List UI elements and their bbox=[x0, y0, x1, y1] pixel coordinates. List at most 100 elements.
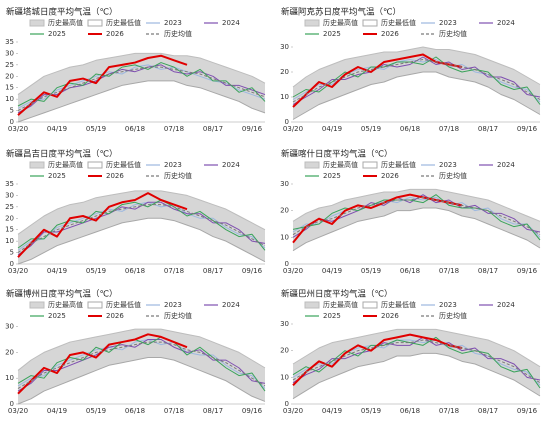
x-tick-label: 05/19 bbox=[361, 407, 381, 415]
series-line bbox=[17, 201, 266, 256]
y-tick-label: 5 bbox=[10, 249, 14, 257]
chart-title: 新疆博州日度平均气温（℃） bbox=[6, 289, 118, 300]
x-tick-label: 08/17 bbox=[203, 125, 223, 133]
y-tick-label: 30 bbox=[280, 320, 289, 328]
x-tick-label: 05/19 bbox=[361, 267, 381, 275]
x-tick-label: 08/17 bbox=[478, 407, 498, 415]
legend-label: 历史最高值 bbox=[323, 160, 358, 169]
legend-swatch bbox=[362, 19, 378, 27]
legend-swatch bbox=[362, 161, 378, 169]
legend-label: 2026 bbox=[106, 172, 124, 180]
legend-swatch bbox=[304, 19, 320, 27]
y-tick-label: 25 bbox=[5, 203, 14, 211]
x-tick-label: 08/17 bbox=[203, 407, 223, 415]
x-tick-label: 06/18 bbox=[400, 267, 420, 275]
series-line bbox=[17, 328, 266, 371]
y-tick-label: 20 bbox=[280, 347, 289, 355]
series-line bbox=[17, 192, 188, 258]
legend-label: 历史最低值 bbox=[381, 300, 416, 309]
legend-label: 历史最低值 bbox=[106, 160, 141, 169]
y-tick-label: 10 bbox=[5, 95, 14, 103]
legend-swatch bbox=[29, 19, 45, 27]
series-line bbox=[17, 190, 266, 235]
legend-swatch bbox=[29, 161, 45, 169]
x-tick-label: 04/19 bbox=[47, 407, 67, 415]
legend-swatch bbox=[304, 301, 320, 309]
legend-label: 历史最高值 bbox=[48, 160, 83, 169]
series-line bbox=[292, 333, 463, 387]
x-tick-label: 04/19 bbox=[322, 125, 342, 133]
x-tick-label: 03/20 bbox=[8, 407, 28, 415]
series-line bbox=[292, 328, 541, 368]
legend-label: 2023 bbox=[439, 161, 457, 169]
y-tick-label: 20 bbox=[5, 72, 14, 80]
legend-label: 2026 bbox=[381, 30, 399, 38]
x-tick-label: 05/19 bbox=[361, 125, 381, 133]
legend-swatch bbox=[87, 19, 103, 27]
band-fill bbox=[293, 47, 540, 120]
legend-label: 历史均值 bbox=[164, 29, 192, 38]
y-tick-label: 20 bbox=[280, 68, 289, 76]
y-tick-label: 15 bbox=[5, 226, 14, 234]
legend-swatch bbox=[87, 301, 103, 309]
x-tick-label: 08/17 bbox=[203, 267, 223, 275]
series-line bbox=[17, 62, 266, 107]
x-tick-label: 06/18 bbox=[400, 125, 420, 133]
legend-label: 2024 bbox=[497, 161, 515, 169]
y-tick-label: 15 bbox=[5, 84, 14, 92]
series-line bbox=[292, 59, 541, 103]
series-line bbox=[292, 188, 541, 222]
legend-label: 2024 bbox=[497, 301, 515, 309]
y-tick-label: 20 bbox=[5, 348, 14, 356]
legend-label: 2025 bbox=[323, 30, 341, 38]
band-fill bbox=[18, 329, 265, 404]
legend-swatch bbox=[29, 301, 45, 309]
legend-label: 2023 bbox=[164, 19, 182, 27]
series-line bbox=[17, 54, 188, 116]
y-tick-label: 30 bbox=[5, 323, 14, 331]
x-tick-label: 07/18 bbox=[439, 125, 459, 133]
legend-label: 历史均值 bbox=[164, 171, 192, 180]
legend-label: 历史最低值 bbox=[106, 18, 141, 27]
y-tick-label: 10 bbox=[280, 93, 289, 101]
y-tick-label: 30 bbox=[5, 49, 14, 57]
legend-label: 2026 bbox=[106, 312, 124, 320]
x-tick-label: 05/19 bbox=[86, 267, 106, 275]
series-line bbox=[17, 201, 266, 251]
chart-panel: 新疆阿克苏日度平均气温（℃）历史最高值 历史最低值 2023 2024 2025 2026… bbox=[280, 7, 541, 133]
legend-label: 2024 bbox=[222, 161, 240, 169]
x-tick-label: 04/19 bbox=[47, 125, 67, 133]
legend-label: 2025 bbox=[48, 172, 66, 180]
legend-label: 历史最高值 bbox=[323, 18, 358, 27]
legend-label: 2024 bbox=[497, 19, 515, 27]
x-tick-label: 06/18 bbox=[400, 407, 420, 415]
y-tick-label: 0 bbox=[285, 118, 289, 126]
y-tick-label: 35 bbox=[5, 38, 14, 46]
legend-label: 历史最高值 bbox=[48, 18, 83, 27]
x-tick-label: 06/18 bbox=[125, 407, 145, 415]
legend-swatch bbox=[304, 161, 320, 169]
series-line bbox=[292, 196, 541, 236]
x-tick-label: 04/19 bbox=[322, 267, 342, 275]
legend-label: 2024 bbox=[222, 301, 240, 309]
x-tick-label: 09/16 bbox=[242, 125, 263, 133]
series-line bbox=[292, 46, 541, 88]
legend-label: 历史最高值 bbox=[323, 300, 358, 309]
legend-label: 2023 bbox=[164, 301, 182, 309]
legend-label: 历史最高值 bbox=[48, 300, 83, 309]
chart-panel: 新疆喀什日度平均气温（℃）历史最高值 历史最低值 2023 2024 2025 2026 历… bbox=[280, 149, 541, 275]
series-line bbox=[17, 338, 266, 389]
series-line bbox=[292, 336, 541, 389]
series-line bbox=[17, 66, 266, 112]
series-line bbox=[292, 207, 541, 252]
x-tick-label: 09/16 bbox=[517, 407, 538, 415]
legend-label: 2026 bbox=[381, 312, 399, 320]
series-line bbox=[17, 341, 266, 389]
legend-label: 历史均值 bbox=[439, 29, 467, 38]
x-tick-label: 08/17 bbox=[478, 267, 498, 275]
y-tick-label: 10 bbox=[280, 373, 289, 381]
series-line bbox=[17, 52, 266, 95]
